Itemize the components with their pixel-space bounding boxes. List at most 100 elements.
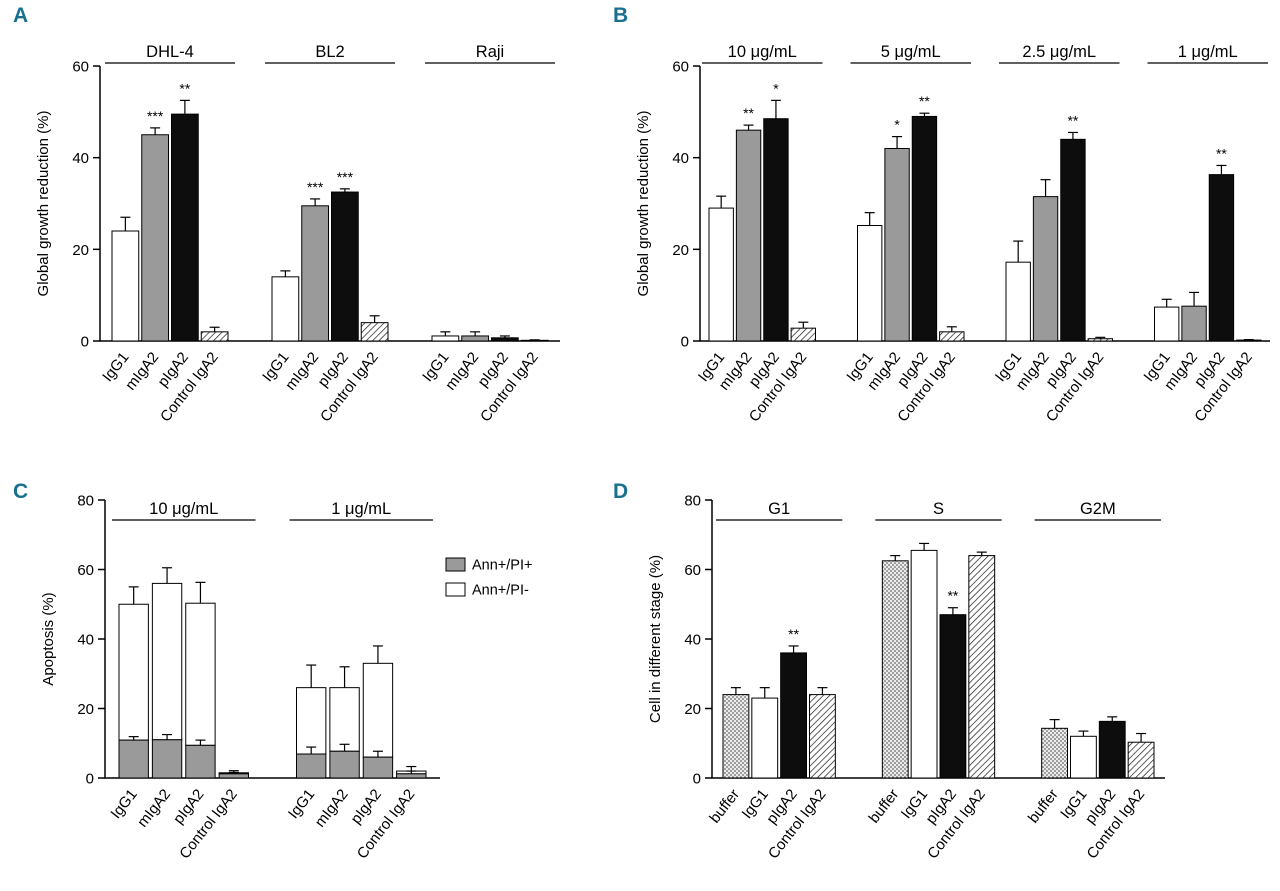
significance-marker: ** <box>947 588 958 604</box>
bar <box>857 225 883 342</box>
category-label: mIgA2 <box>312 786 352 831</box>
y-tick-label: 40 <box>684 632 701 649</box>
panel-a: A 0 20 40 60 Global growth reduction (%) IgG1… <box>0 0 600 456</box>
bar <box>200 331 229 342</box>
bar <box>1032 196 1059 342</box>
category-label: buffer <box>1025 786 1062 826</box>
bar <box>1005 261 1031 342</box>
y-tick-label: 20 <box>672 242 689 259</box>
y-axis-title: Global growth reduction (%) <box>35 111 52 297</box>
bar-segment-bottom <box>396 773 427 779</box>
bar-segment-bottom <box>151 739 183 779</box>
bar <box>722 694 750 779</box>
bar <box>491 337 519 342</box>
category-label: buffer <box>866 786 903 826</box>
panel-d: D 0 20 40 60 80 Cell in different stage (%) bu… <box>600 460 1280 886</box>
bar <box>780 652 808 779</box>
group-label: BL2 <box>315 43 344 61</box>
group-label: 2.5 μg/mL <box>1022 43 1096 61</box>
panel-c: C 0 20 40 60 80 Apoptosis (%) IgG1 mIgA2 pIgA2 Co… <box>0 460 600 886</box>
significance-marker: * <box>894 117 900 133</box>
y-tick-label: 60 <box>684 562 701 579</box>
bar <box>763 118 789 342</box>
bar <box>751 697 779 779</box>
group-label: 1 μg/mL <box>331 500 391 518</box>
significance-marker: ** <box>788 626 799 642</box>
bar <box>884 148 910 342</box>
chart-panel-d: 0 20 40 60 80 Cell in different stage (%) buff… <box>647 493 1165 862</box>
bar <box>431 335 460 342</box>
group-label: 10 μg/mL <box>149 500 218 518</box>
bar <box>968 555 996 779</box>
legend-swatch <box>445 582 466 597</box>
significance-marker: ** <box>1067 112 1078 128</box>
bar <box>881 560 909 779</box>
y-tick-label: 20 <box>72 242 89 259</box>
significance-marker: ** <box>743 105 754 121</box>
y-tick-label: 40 <box>77 632 94 649</box>
bar <box>735 129 762 342</box>
panel-c-chart-host: 0 20 40 60 80 Apoptosis (%) IgG1 mIgA2 pIgA2 Cont… <box>0 460 600 891</box>
y-tick-label: 80 <box>77 493 94 510</box>
bar <box>1098 720 1126 779</box>
bar-segment-bottom <box>296 753 327 779</box>
panel-b-chart-host: 0 20 40 60 Global growth reduction (%) IgG1 **… <box>600 0 1280 461</box>
y-tick-label: 60 <box>672 59 689 76</box>
bar <box>1154 306 1180 342</box>
group-label: 10 μg/mL <box>728 43 797 61</box>
category-label: mIgA2 <box>122 349 162 394</box>
bar-segment-bottom <box>118 739 149 779</box>
y-tick-label: 0 <box>693 771 701 788</box>
y-tick-label: 0 <box>86 771 94 788</box>
bar <box>939 331 965 342</box>
bar <box>790 327 816 342</box>
y-axis-title: Global growth reduction (%) <box>635 111 652 297</box>
bar <box>111 230 140 342</box>
legend-label: Ann+/PI- <box>472 583 529 599</box>
legend-swatch <box>445 557 466 572</box>
bar-segment-bottom <box>329 750 360 779</box>
category-label: mIgA2 <box>282 349 322 394</box>
bar <box>1041 727 1068 779</box>
panel-c-letter: C <box>13 480 29 503</box>
bar-segment-top <box>362 662 394 758</box>
bar <box>939 614 967 779</box>
bar-segment-top <box>296 687 327 755</box>
bar-segment-bottom <box>218 773 249 779</box>
panel-b: B 0 20 40 60 Global growth reduction (%) IgG1… <box>600 0 1280 456</box>
panel-b-letter: B <box>613 4 629 27</box>
bar <box>1070 735 1097 779</box>
panel-d-chart-host: 0 20 40 60 80 Cell in different stage (%) buff… <box>600 460 1280 891</box>
y-axis-title: Cell in different stage (%) <box>647 555 664 723</box>
bar-segment-bottom <box>362 756 394 779</box>
bar <box>360 322 389 342</box>
bar <box>708 207 734 342</box>
bar <box>271 276 300 342</box>
category-label: mIgA2 <box>442 349 482 394</box>
bar <box>1060 138 1086 342</box>
significance-marker: *** <box>147 108 164 124</box>
panel-a-chart-host: 0 20 40 60 Global growth reduction (%) IgG1 **… <box>0 0 600 461</box>
group-label: G1 <box>768 500 790 518</box>
y-tick-label: 60 <box>77 562 94 579</box>
group-label: 1 μg/mL <box>1178 43 1238 61</box>
bar-segment-top <box>329 687 360 752</box>
bar <box>331 191 359 342</box>
significance-marker: *** <box>307 179 324 195</box>
y-tick-label: 20 <box>77 701 94 718</box>
group-label: 5 μg/mL <box>881 43 941 61</box>
y-tick-label: 20 <box>684 701 701 718</box>
bar <box>1087 338 1113 342</box>
significance-marker: ** <box>919 93 930 109</box>
panel-d-letter: D <box>613 480 629 503</box>
bar <box>301 205 329 342</box>
bar <box>1127 741 1155 779</box>
bar-segment-top <box>118 603 149 741</box>
group-label: Raji <box>476 43 504 61</box>
group-label: G2M <box>1080 500 1116 518</box>
bar-segment-bottom <box>185 744 216 779</box>
bar <box>141 134 169 342</box>
significance-marker: ** <box>1216 145 1227 161</box>
